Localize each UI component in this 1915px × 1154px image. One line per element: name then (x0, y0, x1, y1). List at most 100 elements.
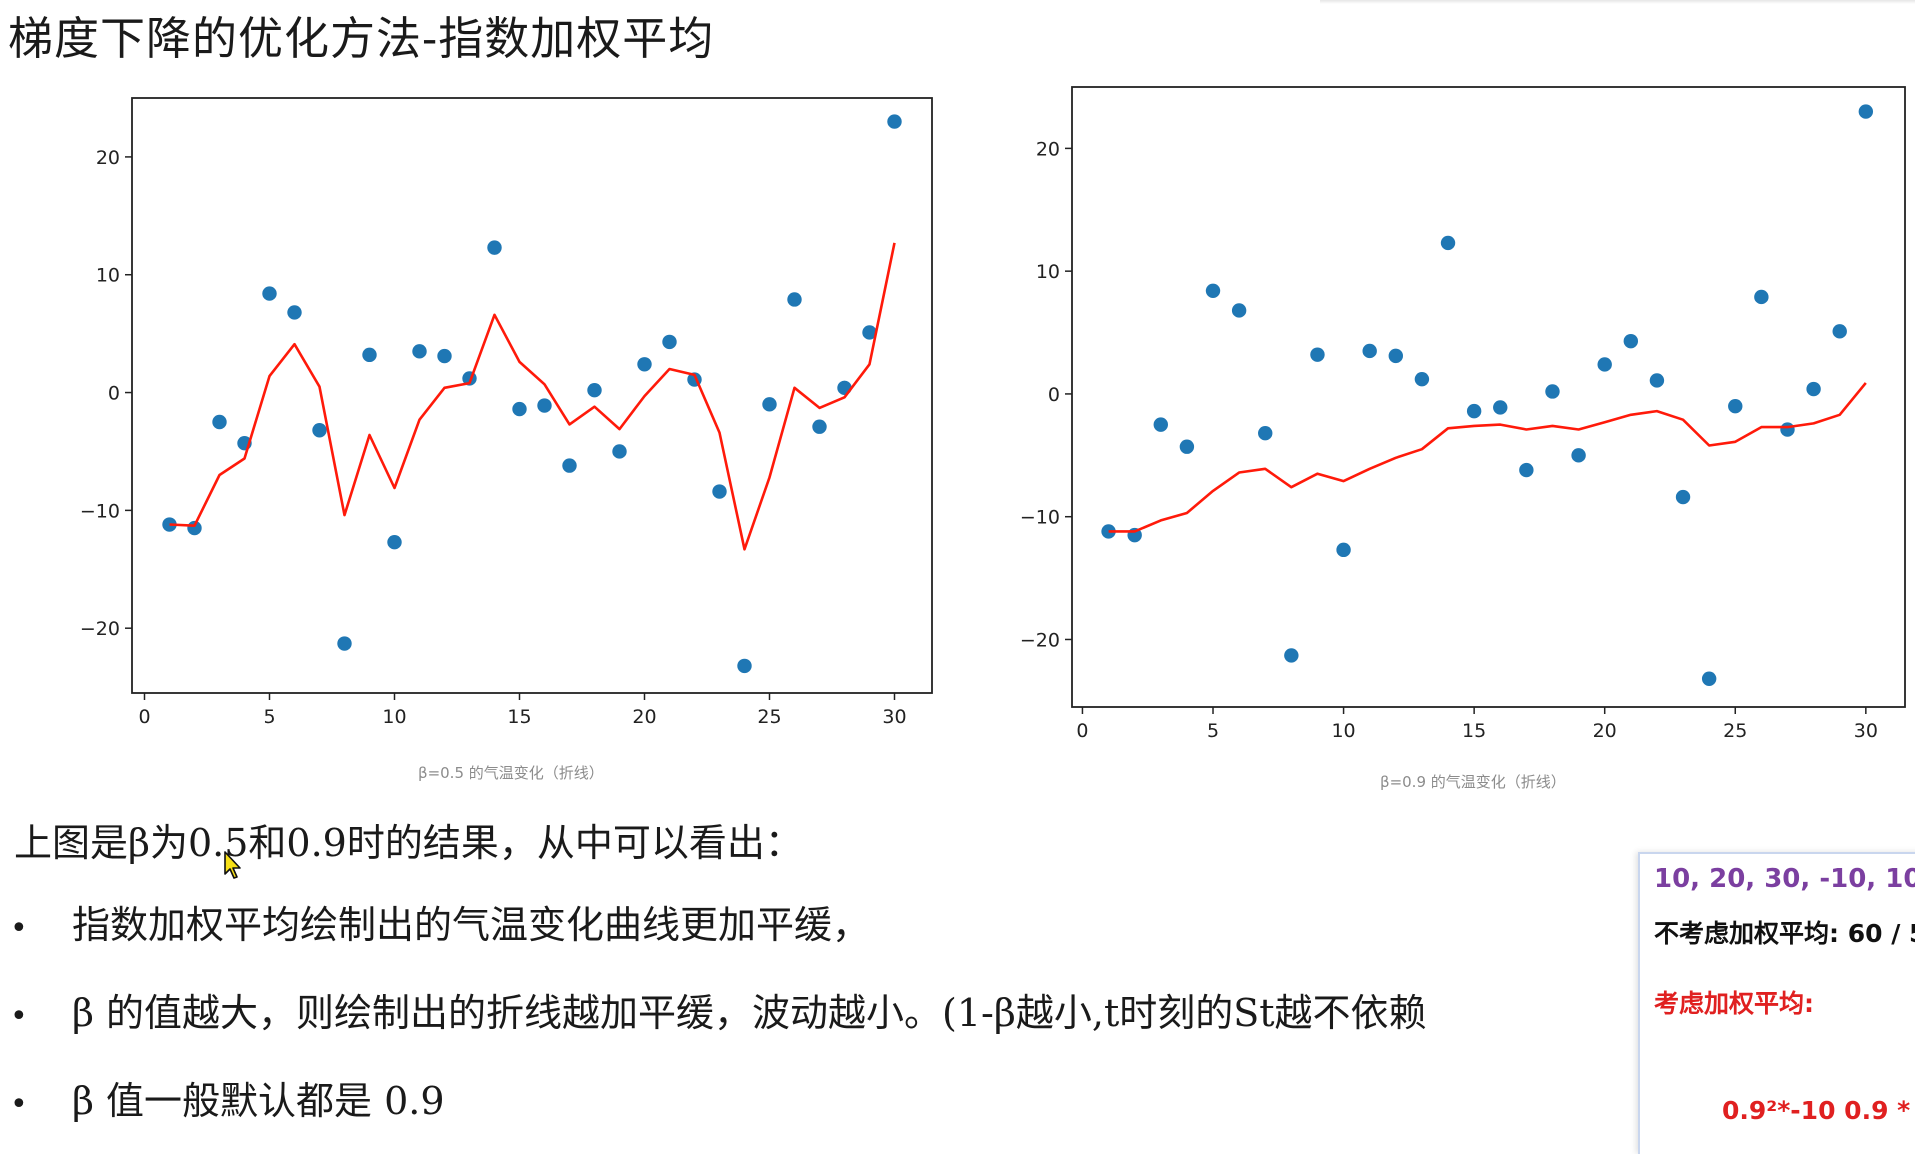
temperature-point (662, 334, 677, 350)
x-tick-label: 30 (882, 706, 906, 728)
x-tick-label: 0 (1076, 720, 1088, 742)
temperature-point (1519, 462, 1534, 478)
plot-frame (131, 97, 933, 694)
temperature-point (1701, 671, 1717, 686)
temperature-point (1597, 357, 1612, 372)
temperature-point (1780, 422, 1795, 437)
temperature-point (412, 344, 427, 359)
x-tick-label: 15 (1462, 720, 1486, 742)
bullet-3: • β 值一般默认都是 0.9 (10, 1070, 445, 1125)
ema-line (169, 242, 896, 551)
temperature-point (587, 382, 602, 398)
caption-beta-0-9: β=0.9 的气温变化（折线） (1380, 773, 1566, 791)
temperature-point (1649, 373, 1665, 388)
ema-line (1108, 382, 1867, 533)
y-tick-label: −20 (1020, 629, 1060, 651)
temperature-point (437, 348, 452, 364)
temperature-point (837, 380, 852, 396)
y-tick-label: −10 (80, 500, 120, 522)
temperature-point (1858, 104, 1874, 119)
x-tick-label: 15 (507, 706, 531, 728)
temperature-point (1231, 303, 1247, 318)
temperature-point (1101, 524, 1116, 539)
temperature-point (1205, 283, 1221, 299)
intro-text: 上图是β为0.5和0.9时的结果，从中可以看出： (14, 821, 803, 865)
temperature-point (637, 357, 652, 372)
temperature-point (487, 240, 502, 255)
bullet-symbol: • (10, 1087, 28, 1122)
temperature-point (1493, 400, 1508, 415)
temperature-point (737, 658, 752, 674)
temperature-point (1414, 371, 1430, 387)
x-tick-label: 20 (1593, 720, 1617, 742)
temperature-point (1258, 426, 1273, 441)
temperature-point (1728, 399, 1743, 414)
bullet-symbol: • (10, 911, 28, 946)
temperature-point (337, 636, 352, 651)
bullet-text: β 的值越大，则绘制出的折线越加平缓，波动越小。(1-β越小,t时刻的St越不依… (72, 991, 1427, 1035)
top-shadow (1320, 0, 1915, 4)
temperature-point (212, 414, 227, 430)
popup-plain-average: 不考虑加权平均: 60 / 5 (1654, 919, 1915, 948)
temperature-point (1545, 384, 1560, 399)
bullet-text: 指数加权平均绘制出的气温变化曲线更加平缓， (72, 903, 871, 947)
y-tick-label: −10 (1020, 507, 1060, 529)
temperature-point (362, 347, 377, 363)
temperature-point (387, 534, 402, 550)
temperature-point (312, 423, 327, 438)
y-tick-label: 10 (1036, 261, 1060, 283)
x-tick-label: 10 (382, 706, 406, 728)
bullet-symbol: • (10, 999, 28, 1034)
temperature-point (512, 401, 527, 417)
y-tick-label: 20 (1036, 138, 1060, 160)
temperature-point (1440, 235, 1456, 251)
temperature-point (612, 444, 627, 459)
bullet-1: • 指数加权平均绘制出的气温变化曲线更加平缓， (10, 894, 870, 949)
x-tick-label: 30 (1854, 720, 1878, 742)
plot-frame (1071, 86, 1906, 708)
temperature-point (1388, 348, 1403, 364)
bullet-text: β 值一般默认都是 0.9 (72, 1079, 445, 1123)
temperature-point (887, 114, 902, 129)
temperature-point (537, 398, 552, 413)
temperature-point (1623, 333, 1639, 349)
popup-weighted-label: 考虑加权平均: (1654, 989, 1814, 1018)
popup-formula: 0.9²*-10 0.9 * (1722, 1096, 1911, 1125)
temperature-point (812, 419, 827, 434)
x-tick-label: 5 (263, 706, 275, 728)
caption-beta-0-5: β=0.5 的气温变化（折线） (418, 764, 604, 782)
temperature-point (1362, 343, 1377, 359)
y-tick-label: 20 (96, 147, 120, 169)
annotation-popup[interactable]: 10, 20, 30, -10, 10 ? 不考虑加权平均: 60 / 5 考虑… (1638, 852, 1915, 1154)
x-tick-label: 10 (1331, 720, 1355, 742)
temperature-point (862, 325, 877, 340)
chart-beta-0-9: 0 5 10 15 20 25 30 −20 −10 0 10 20 (1020, 86, 1906, 742)
x-tick-label: 5 (1207, 720, 1219, 742)
temperature-point (1284, 648, 1299, 663)
temperature-point (1336, 542, 1351, 558)
temperature-point (1806, 381, 1821, 397)
popup-sequence: 10, 20, 30, -10, 10 ? (1654, 864, 1915, 894)
temperature-point (712, 484, 727, 499)
temperature-point (1179, 439, 1195, 454)
temperature-point (1466, 403, 1482, 419)
temperature-point (787, 292, 802, 307)
x-tick-label: 20 (632, 706, 656, 728)
y-tick-label: 10 (96, 265, 120, 287)
y-tick-label: 0 (108, 383, 120, 405)
chart-beta-0-5: 0 5 10 15 20 25 30 −20 −10 0 10 20 (80, 97, 933, 728)
temperature-point (1754, 289, 1769, 305)
y-tick-label: −20 (80, 618, 120, 640)
slide-title: 梯度下降的优化方法-指数加权平均 (8, 12, 715, 65)
temperature-point (262, 286, 277, 301)
temperature-point (1571, 448, 1586, 463)
temperature-point (1153, 417, 1168, 432)
x-tick-label: 25 (757, 706, 781, 728)
y-tick-label: 0 (1048, 384, 1060, 406)
temperature-point (287, 305, 302, 320)
bullet-2: • β 的值越大，则绘制出的折线越加平缓，波动越小。(1-β越小,t时刻的St越不… (10, 982, 1427, 1037)
temperature-point (1832, 324, 1847, 339)
mouse-pointer-icon (224, 851, 241, 879)
temperature-point (562, 458, 577, 473)
temperature-point (762, 397, 777, 412)
